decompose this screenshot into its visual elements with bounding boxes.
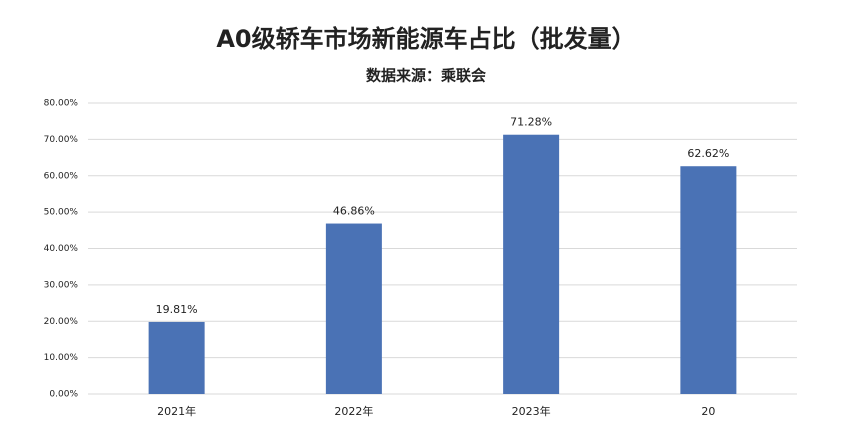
y-tick-label: 0.00% <box>49 390 78 400</box>
bar <box>503 134 560 394</box>
value-label: 19.81% <box>156 303 198 316</box>
x-tick-label: 2022年 <box>334 404 373 418</box>
chart-subtitle: 数据来源：乘联会 <box>366 67 486 85</box>
y-tick-label: 40.00% <box>44 244 79 254</box>
bar <box>325 223 382 394</box>
x-tick-label: 20 <box>701 405 715 418</box>
y-tick-label: 30.00% <box>44 280 79 290</box>
bar <box>148 321 205 394</box>
value-label: 46.86% <box>333 205 375 218</box>
chart-title: A0级轿车市场新能源车占比（批发量） <box>216 25 635 53</box>
y-tick-label: 10.00% <box>44 353 79 363</box>
bar <box>680 166 737 394</box>
y-tick-label: 60.00% <box>44 171 79 181</box>
value-label: 71.28% <box>510 116 552 129</box>
value-label: 62.62% <box>687 147 729 160</box>
y-tick-label: 50.00% <box>44 208 79 218</box>
y-tick-label: 70.00% <box>44 135 79 145</box>
x-tick-label: 2023年 <box>512 404 551 418</box>
y-tick-label: 80.00% <box>44 99 79 109</box>
y-tick-label: 20.00% <box>44 317 79 327</box>
x-tick-label: 2021年 <box>157 404 196 418</box>
